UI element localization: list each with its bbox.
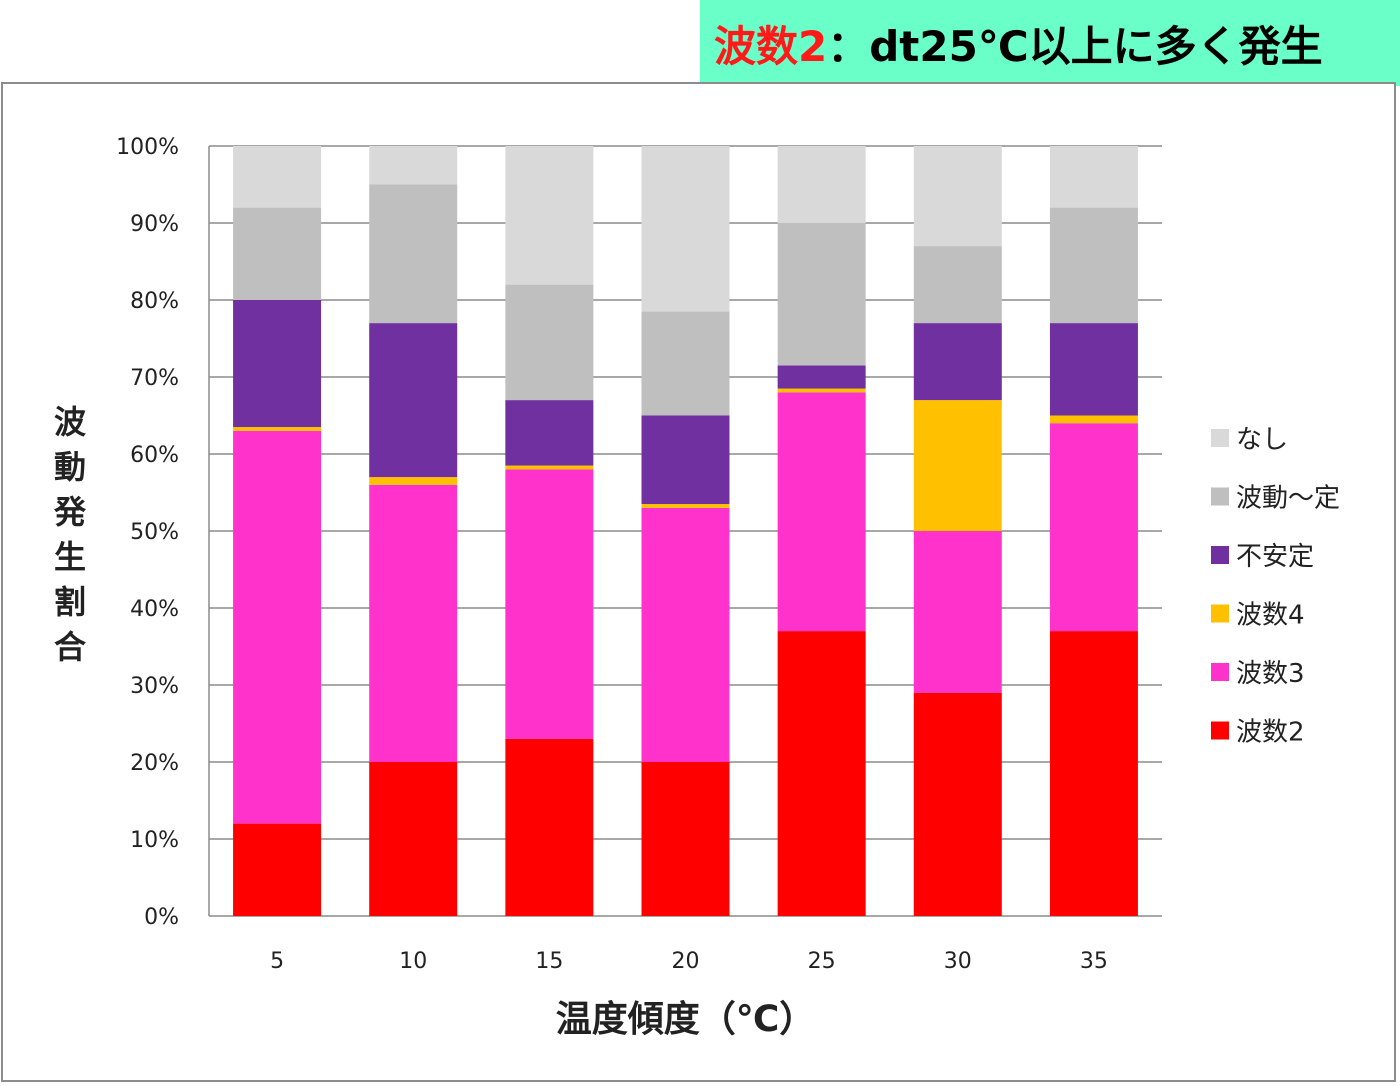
legend-swatch bbox=[1211, 604, 1229, 623]
x-axis-ticks: 5 10 15 20 25 30 35 bbox=[270, 949, 1108, 974]
bar-segment bbox=[233, 427, 322, 431]
x-tick-label: 20 bbox=[672, 949, 700, 974]
y-axis-title: 波動発生割合 bbox=[53, 403, 87, 666]
bar-segment bbox=[1049, 415, 1138, 424]
x-tick-label: 5 bbox=[270, 949, 284, 974]
y-tick-label: 70% bbox=[130, 366, 179, 391]
y-tick-label: 80% bbox=[130, 289, 179, 314]
bar-segment bbox=[777, 631, 866, 916]
bar-segment bbox=[369, 323, 458, 478]
y-tick-label: 20% bbox=[130, 751, 179, 776]
bar-segment bbox=[777, 392, 866, 632]
bar-segment bbox=[369, 484, 458, 762]
bar-segment bbox=[913, 146, 1002, 247]
x-tick-label: 10 bbox=[399, 949, 427, 974]
legend-swatch bbox=[1211, 546, 1229, 564]
bar-segment bbox=[505, 738, 594, 916]
bar-segment bbox=[777, 388, 866, 393]
bar-segment bbox=[777, 365, 866, 389]
bars bbox=[233, 146, 1138, 916]
legend-label: なし bbox=[1236, 425, 1288, 455]
bar-segment bbox=[913, 246, 1002, 324]
legend-swatch bbox=[1211, 429, 1229, 447]
bar-segment bbox=[505, 465, 594, 470]
y-axis-ticks: 0% 10% 20% 30% 40% 50% 60% 70% 80% 90% 100% bbox=[116, 135, 179, 930]
x-axis-title: 温度傾度（℃） bbox=[556, 999, 816, 1040]
bar-segment bbox=[505, 400, 594, 466]
bar-segment bbox=[1049, 631, 1138, 916]
bar-segment bbox=[1049, 323, 1138, 416]
y-tick-label: 50% bbox=[130, 520, 179, 545]
legend-label: 波数3 bbox=[1236, 659, 1305, 689]
bar-segment bbox=[777, 223, 866, 366]
bar-segment bbox=[913, 531, 1002, 693]
bar-segment bbox=[505, 146, 594, 285]
bar-segment bbox=[641, 415, 730, 505]
bar-segment bbox=[505, 469, 594, 739]
x-tick-label: 25 bbox=[808, 949, 836, 974]
x-tick-label: 30 bbox=[944, 949, 972, 974]
x-tick-label: 35 bbox=[1080, 949, 1108, 974]
y-tick-label: 90% bbox=[130, 212, 179, 237]
y-tick-label: 30% bbox=[130, 674, 179, 699]
bar-segment bbox=[1049, 207, 1138, 324]
y-tick-label: 40% bbox=[130, 597, 179, 622]
legend-label: 波数2 bbox=[1236, 718, 1305, 748]
bar-segment bbox=[641, 504, 730, 508]
legend-swatch bbox=[1211, 721, 1229, 740]
y-tick-label: 100% bbox=[116, 135, 179, 160]
legend-swatch bbox=[1211, 487, 1229, 506]
legend-label: 波数4 bbox=[1236, 601, 1305, 631]
y-tick-label: 10% bbox=[130, 828, 179, 853]
bar-segment bbox=[233, 430, 322, 824]
legend-label: 波動～定 bbox=[1236, 484, 1340, 514]
banner-rest: ：dt25℃以上に多く発生 bbox=[827, 21, 1323, 71]
bar-segment bbox=[1049, 423, 1138, 632]
bar-segment bbox=[233, 300, 322, 428]
banner-highlight: 波数2 bbox=[714, 21, 828, 71]
bar-segment bbox=[641, 762, 730, 916]
bar-segment bbox=[1049, 146, 1138, 208]
bar-segment bbox=[913, 692, 1002, 916]
bar-segment bbox=[369, 146, 458, 185]
chart-banner-title: 波数2 ：dt25℃以上に多く発生 bbox=[700, 0, 1400, 86]
bar-segment bbox=[913, 400, 1002, 531]
bar-segment bbox=[233, 146, 322, 208]
legend-label: 不安定 bbox=[1236, 542, 1314, 572]
legend-swatch bbox=[1211, 663, 1229, 681]
x-tick-label: 15 bbox=[535, 949, 563, 974]
bar-segment bbox=[369, 184, 458, 324]
bar-segment bbox=[369, 762, 458, 916]
bar-segment bbox=[913, 323, 1002, 401]
bar-segment bbox=[641, 311, 730, 416]
bar-segment bbox=[233, 207, 322, 300]
bar-segment bbox=[369, 477, 458, 485]
y-tick-label: 0% bbox=[144, 905, 179, 930]
bar-segment bbox=[505, 284, 594, 401]
bar-segment bbox=[641, 146, 730, 312]
bar-segment bbox=[233, 823, 322, 916]
y-tick-label: 60% bbox=[130, 443, 179, 468]
bar-segment bbox=[641, 507, 730, 762]
bar-segment bbox=[777, 146, 866, 223]
